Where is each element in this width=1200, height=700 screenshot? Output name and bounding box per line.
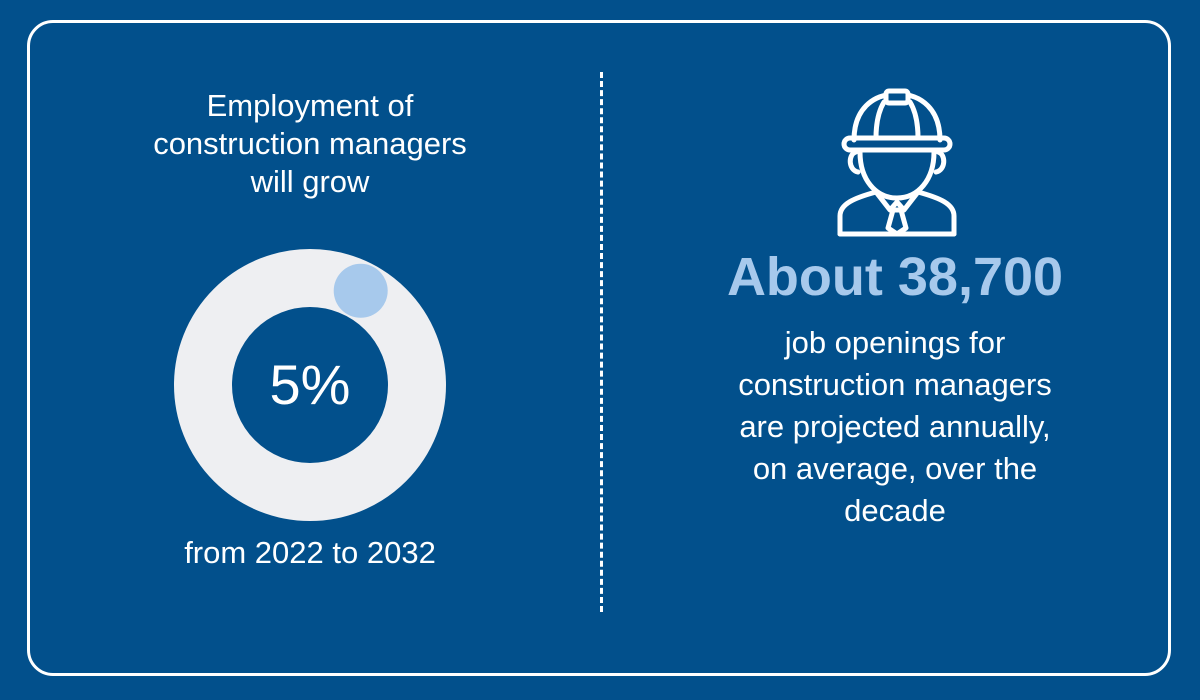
card-frame bbox=[27, 20, 1171, 676]
donut-ring bbox=[174, 249, 446, 521]
growth-heading: Employment of construction managers will… bbox=[153, 88, 467, 199]
donut-progress-marker bbox=[333, 263, 388, 318]
growth-value: 5% bbox=[269, 353, 351, 416]
growth-period: from 2022 to 2032 bbox=[184, 535, 436, 570]
construction-worker-icon bbox=[837, 88, 957, 237]
donut-svg bbox=[174, 249, 446, 521]
job-openings-stat: About 38,700 bbox=[726, 247, 1064, 307]
job-openings-description: job openings for construction managers a… bbox=[738, 325, 1052, 528]
dashed-divider bbox=[600, 72, 603, 612]
growth-donut: 5% bbox=[170, 245, 450, 525]
